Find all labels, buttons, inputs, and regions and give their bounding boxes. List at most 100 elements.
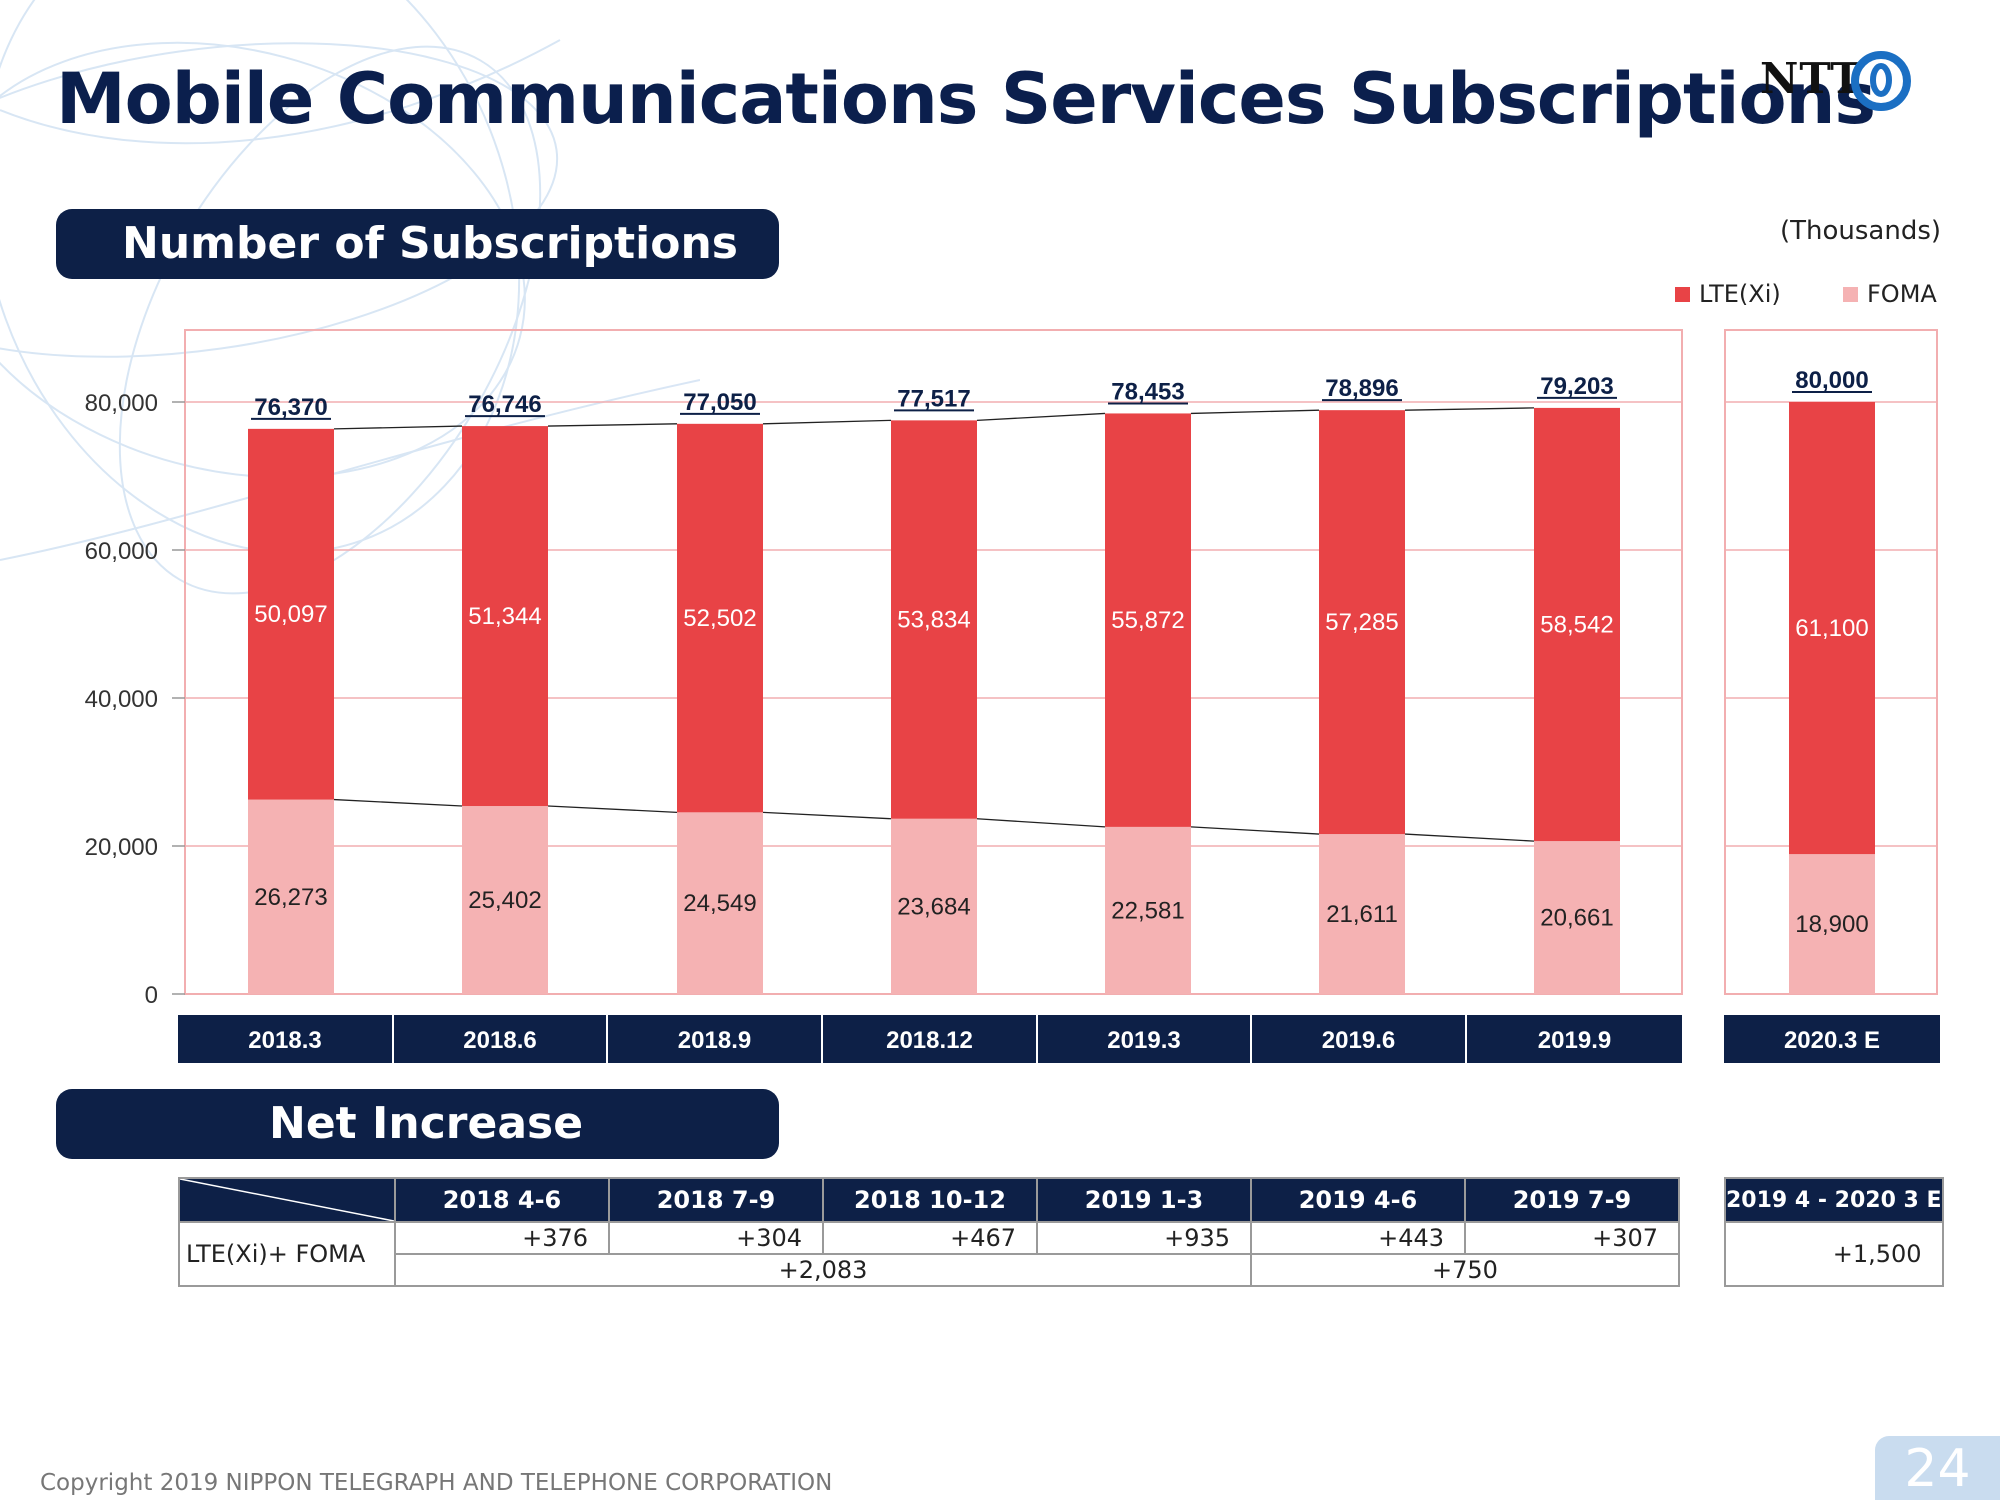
total-value-label: 76,370 bbox=[254, 394, 327, 421]
category-header-cell bbox=[394, 1015, 606, 1063]
foma-connector-line bbox=[762, 811, 892, 820]
foma-connector-line bbox=[547, 805, 678, 813]
quarterly-value: +304 bbox=[608, 1221, 824, 1255]
lte-bar bbox=[1789, 402, 1875, 855]
lte-value-label: 58,542 bbox=[1540, 612, 1613, 639]
lte-value-label: 53,834 bbox=[897, 607, 970, 634]
estimate-value: +1,500 bbox=[1724, 1221, 1944, 1287]
category-label: 2019.3 bbox=[1107, 1027, 1180, 1054]
category-header-cell bbox=[1038, 1015, 1250, 1063]
foma-value-label: 26,273 bbox=[254, 884, 327, 911]
lte-bar bbox=[462, 426, 548, 807]
subscriptions-chart: 0 20,000 40,000 60,000 80,000 26,273 50,097 76,… bbox=[85, 329, 1940, 1063]
lte-bar bbox=[1105, 413, 1191, 827]
foma-bar bbox=[677, 812, 763, 994]
category-header-cell bbox=[1467, 1015, 1682, 1063]
lte-value-label: 61,100 bbox=[1795, 615, 1868, 642]
section-title-subscriptions: Number of Subscriptions bbox=[122, 218, 738, 269]
period-header: 2019 4-6 bbox=[1250, 1177, 1466, 1223]
page-title: Mobile Communications Services Subscript… bbox=[56, 58, 1876, 140]
y-tick-label: 20,000 bbox=[85, 834, 158, 861]
category-label: 2019.6 bbox=[1322, 1027, 1395, 1054]
category-header-cell bbox=[1724, 1015, 1940, 1063]
quarterly-value: +935 bbox=[1036, 1221, 1252, 1255]
total-connector-line bbox=[1404, 407, 1535, 411]
category-header-cell bbox=[823, 1015, 1036, 1063]
category-header-cell bbox=[178, 1015, 392, 1063]
quarterly-value: +376 bbox=[394, 1221, 610, 1255]
corner-diagonal-line bbox=[180, 1179, 394, 1221]
period-header: 2018 4-6 bbox=[394, 1177, 610, 1223]
foma-bar bbox=[1319, 834, 1405, 994]
foma-connector-line bbox=[1404, 833, 1535, 842]
lte-value-label: 50,097 bbox=[254, 601, 327, 628]
period-header: 2018 7-9 bbox=[608, 1177, 824, 1223]
net-increase-table: 2018 4-6 2018 7-9 2018 10-12 2019 1-3 20… bbox=[178, 1177, 1680, 1287]
lte-bar bbox=[1534, 407, 1620, 842]
foma-bar bbox=[1534, 841, 1620, 994]
y-tick-label: 60,000 bbox=[85, 538, 158, 565]
total-value-label: 77,517 bbox=[897, 385, 970, 412]
total-value-label: 76,746 bbox=[468, 391, 541, 418]
category-header-cell bbox=[608, 1015, 821, 1063]
lte-bar bbox=[677, 423, 763, 813]
total-value-label: 80,000 bbox=[1795, 367, 1868, 394]
total-connector-line bbox=[976, 412, 1106, 422]
lte-bar bbox=[891, 420, 977, 819]
category-header-cell bbox=[1252, 1015, 1465, 1063]
foma-bar bbox=[248, 799, 334, 994]
total-value-label: 77,050 bbox=[683, 389, 756, 416]
foma-value-label: 23,684 bbox=[897, 893, 970, 920]
fy2019-total: +750 bbox=[1250, 1253, 1680, 1287]
row-label: LTE(Xi)+ FOMA bbox=[178, 1221, 396, 1287]
foma-value-label: 18,900 bbox=[1795, 911, 1868, 938]
category-label: 2019.9 bbox=[1538, 1027, 1611, 1054]
category-label: 2018.12 bbox=[886, 1027, 973, 1054]
foma-value-label: 20,661 bbox=[1540, 905, 1613, 932]
net-increase-total-row: +2,083 +750 bbox=[179, 1253, 1680, 1287]
foma-value-label: 21,611 bbox=[1326, 901, 1398, 928]
y-tick-label: 40,000 bbox=[85, 686, 158, 713]
lte-value-label: 55,872 bbox=[1111, 607, 1184, 634]
legend-label-foma: FOMA bbox=[1867, 280, 1937, 308]
estimate-header-row: 2019 4 - 2020 3 E bbox=[1724, 1177, 1944, 1223]
total-value-label: 78,453 bbox=[1111, 378, 1184, 405]
total-connector-line bbox=[547, 423, 678, 427]
section-title-net-increase: Net Increase bbox=[269, 1098, 584, 1149]
quarterly-value: +443 bbox=[1250, 1221, 1466, 1255]
period-header: 2018 10-12 bbox=[822, 1177, 1038, 1223]
legend-lte: LTE(Xi) bbox=[1675, 280, 1781, 308]
total-connector-line bbox=[1190, 409, 1320, 415]
section-header-subscriptions: Number of Subscriptions bbox=[56, 209, 779, 279]
foma-bar bbox=[891, 818, 977, 994]
foma-bar bbox=[1789, 854, 1875, 994]
logo-wordmark: NTT bbox=[1760, 54, 1863, 103]
foma-value-label: 22,581 bbox=[1111, 897, 1184, 924]
net-increase-header-row: 2018 4-6 2018 7-9 2018 10-12 2019 1-3 20… bbox=[178, 1177, 1680, 1223]
total-connector-line bbox=[762, 419, 892, 425]
period-header: 2019 1-3 bbox=[1036, 1177, 1252, 1223]
foma-connector-line bbox=[333, 798, 463, 807]
foma-bar bbox=[462, 806, 548, 994]
foma-bar bbox=[1105, 826, 1191, 994]
copyright-notice: Copyright 2019 NIPPON TELEGRAPH AND TELE… bbox=[40, 1470, 833, 1496]
lte-value-label: 57,285 bbox=[1325, 609, 1398, 636]
lte-bar bbox=[1319, 410, 1405, 835]
foma-value-label: 24,549 bbox=[683, 890, 756, 917]
category-label: 2018.3 bbox=[248, 1027, 321, 1054]
estimate-value-row: +1,500 bbox=[1724, 1221, 1944, 1287]
ntt-logo-icon bbox=[1851, 51, 1911, 111]
total-connector-line bbox=[333, 425, 463, 430]
ntt-logo: NTT bbox=[1760, 51, 1950, 124]
legend-swatch-lte bbox=[1675, 286, 1690, 302]
y-tick-label: 80,000 bbox=[85, 390, 158, 417]
foma-connector-line bbox=[976, 818, 1106, 828]
estimate-table: 2019 4 - 2020 3 E +1,500 bbox=[1724, 1177, 1944, 1287]
legend-label-lte: LTE(Xi) bbox=[1699, 280, 1781, 308]
page-number: 24 bbox=[1875, 1436, 2000, 1500]
category-label: 2020.3 E bbox=[1784, 1027, 1880, 1054]
estimate-period-header: 2019 4 - 2020 3 E bbox=[1724, 1177, 1944, 1223]
foma-connector-line bbox=[1190, 826, 1320, 835]
total-value-label: 78,896 bbox=[1325, 375, 1398, 402]
legend-swatch-foma bbox=[1843, 286, 1858, 302]
